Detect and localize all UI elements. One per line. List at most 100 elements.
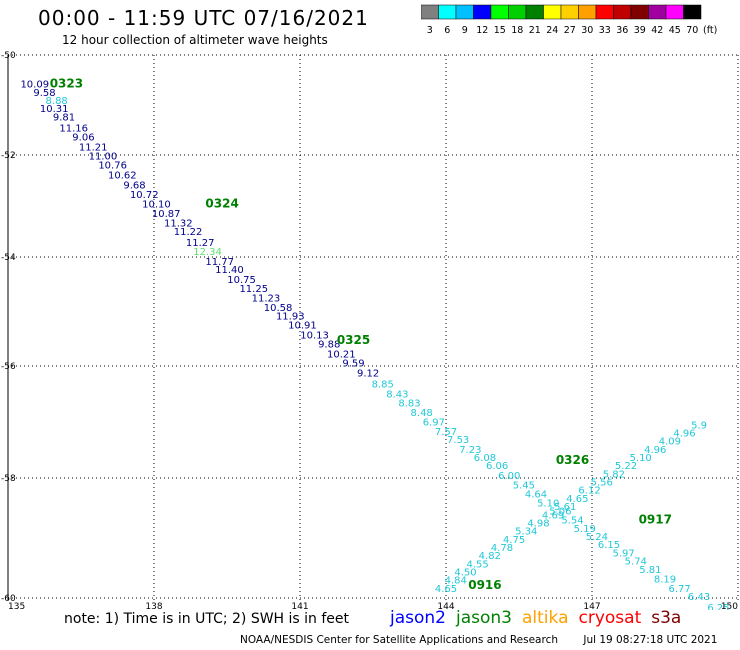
- data-label: 11.00: [89, 152, 118, 163]
- data-label: 8.83: [398, 399, 420, 410]
- data-label: 10.91: [288, 321, 317, 332]
- data-label: 7.23: [459, 445, 481, 456]
- scale-label: 3: [427, 25, 433, 36]
- data-label: 5.61: [554, 502, 576, 513]
- track-label: 0917: [639, 513, 672, 527]
- legend-item-jason3: jason3: [456, 608, 512, 628]
- data-label: 4.78: [491, 543, 513, 554]
- data-label: 5.82: [603, 469, 625, 480]
- footer-credit: NOAA/NESDIS Center for Satellite Applica…: [240, 634, 558, 646]
- data-label: 4.69: [542, 510, 564, 521]
- x-tick-label: 150: [721, 602, 738, 610]
- data-label: 6.08: [474, 453, 496, 464]
- track-label: 0324: [205, 197, 238, 211]
- data-label: 10.31: [40, 104, 69, 115]
- data-label: 10.62: [108, 171, 137, 182]
- data-label: 10.76: [98, 160, 127, 171]
- data-label: 5.81: [639, 565, 661, 576]
- y-tick-label: -58: [1, 474, 16, 484]
- data-label: 11.21: [79, 142, 108, 153]
- scale-label: 30: [581, 25, 593, 36]
- footer: NOAA/NESDIS Center for Satellite Applica…: [240, 634, 717, 646]
- legend-item-cryosat: cryosat: [578, 608, 642, 628]
- track-label: 0325: [337, 333, 370, 347]
- data-label: 5.19: [574, 524, 596, 535]
- data-label: 10.10: [142, 200, 171, 211]
- scale-label: 21: [529, 25, 541, 36]
- data-label: 9.58: [33, 88, 55, 99]
- page-subtitle: 12 hour collection of altimeter wave hei…: [62, 33, 328, 47]
- track-label: 0326: [556, 453, 589, 467]
- data-label: 11.23: [252, 293, 281, 304]
- data-label: 7.53: [447, 435, 469, 446]
- data-label: 9.81: [53, 112, 75, 123]
- scale-label: 70: [686, 25, 698, 36]
- data-label: 10.58: [264, 303, 293, 314]
- note-text: note: 1) Time is in UTC; 2) SWH is in fe…: [64, 611, 350, 627]
- data-label: 6.77: [668, 584, 690, 595]
- data-label: 4.84: [445, 576, 467, 587]
- data-label: 6.15: [598, 540, 620, 551]
- track-label: 0323: [50, 77, 83, 91]
- data-label: 9.68: [123, 181, 145, 192]
- data-label: 4.55: [467, 559, 489, 570]
- data-label: 5.97: [613, 548, 635, 559]
- data-label: 6.12: [578, 486, 600, 497]
- color-scale: 3 6 9 12 15 18 21 24 27 30 33 36 39 42 45 70 (ft): [421, 4, 717, 36]
- scale-label: 6: [444, 25, 450, 36]
- data-label: 5.56: [591, 478, 613, 489]
- data-label: 5.74: [625, 557, 647, 568]
- data-label: 4.64: [525, 490, 547, 501]
- data-label: 6.00: [498, 471, 520, 482]
- data-label: 10.09: [20, 80, 49, 91]
- legend-item-altika: altika: [522, 608, 569, 628]
- data-label: 6.97: [423, 418, 445, 429]
- data-label: 7.57: [435, 427, 457, 438]
- data-label: 11.77: [205, 257, 234, 268]
- page-title: 00:00 - 11:59 UTC 07/16/2021: [38, 6, 369, 30]
- scale-label: 24: [546, 25, 558, 36]
- data-label: 11.22: [174, 227, 203, 238]
- data-label: 8.43: [386, 389, 408, 400]
- data-label: 9.88: [318, 340, 340, 351]
- y-tick-label: -56: [1, 362, 16, 372]
- data-label: 6.43: [688, 592, 710, 603]
- data-label: 8.88: [46, 96, 68, 107]
- data-label: 5.24: [586, 532, 608, 543]
- data-label: 5.10: [630, 453, 652, 464]
- scale-label: 42: [651, 25, 663, 36]
- x-tick-label: 147: [583, 602, 600, 610]
- legend-item-jason2: jason2: [390, 608, 446, 628]
- data-label: 5.06: [549, 506, 571, 517]
- data-label: 11.25: [239, 284, 268, 295]
- data-label: 10.21: [327, 349, 356, 360]
- scale-label: 39: [634, 25, 646, 36]
- x-tick-label: 141: [291, 602, 308, 610]
- scale-label: 9: [462, 25, 468, 36]
- data-label: 8.48: [411, 408, 433, 419]
- scale-label: 15: [494, 25, 506, 36]
- data-label: 10.75: [227, 275, 256, 286]
- data-label: 10.87: [152, 209, 181, 220]
- data-label: 11.16: [59, 123, 88, 134]
- y-tick-label: -52: [1, 151, 16, 161]
- data-label: 4.50: [454, 567, 476, 578]
- legend-item-s3a: s3a: [651, 608, 682, 628]
- x-tick-label: 135: [8, 602, 25, 610]
- scale-swatch: [683, 4, 702, 20]
- data-label: 6.06: [486, 461, 508, 472]
- scale-unit: (ft): [703, 25, 717, 36]
- data-label: 11.27: [186, 238, 215, 249]
- scale-label: 45: [669, 25, 681, 36]
- data-label: 8.85: [372, 379, 394, 390]
- data-label: 6.25: [707, 603, 729, 610]
- data-label: 5.10: [537, 498, 559, 509]
- data-label: 4.75: [503, 535, 525, 546]
- data-label: 5.45: [513, 480, 535, 491]
- data-label: 11.93: [276, 311, 305, 322]
- scale-label: 12: [476, 25, 488, 36]
- data-label: 5.9: [691, 420, 707, 431]
- data-label: 9.06: [72, 133, 94, 144]
- data-label: 12.34: [193, 247, 222, 258]
- footer-timestamp: Jul 19 08:27:18 UTC 2021: [583, 634, 718, 646]
